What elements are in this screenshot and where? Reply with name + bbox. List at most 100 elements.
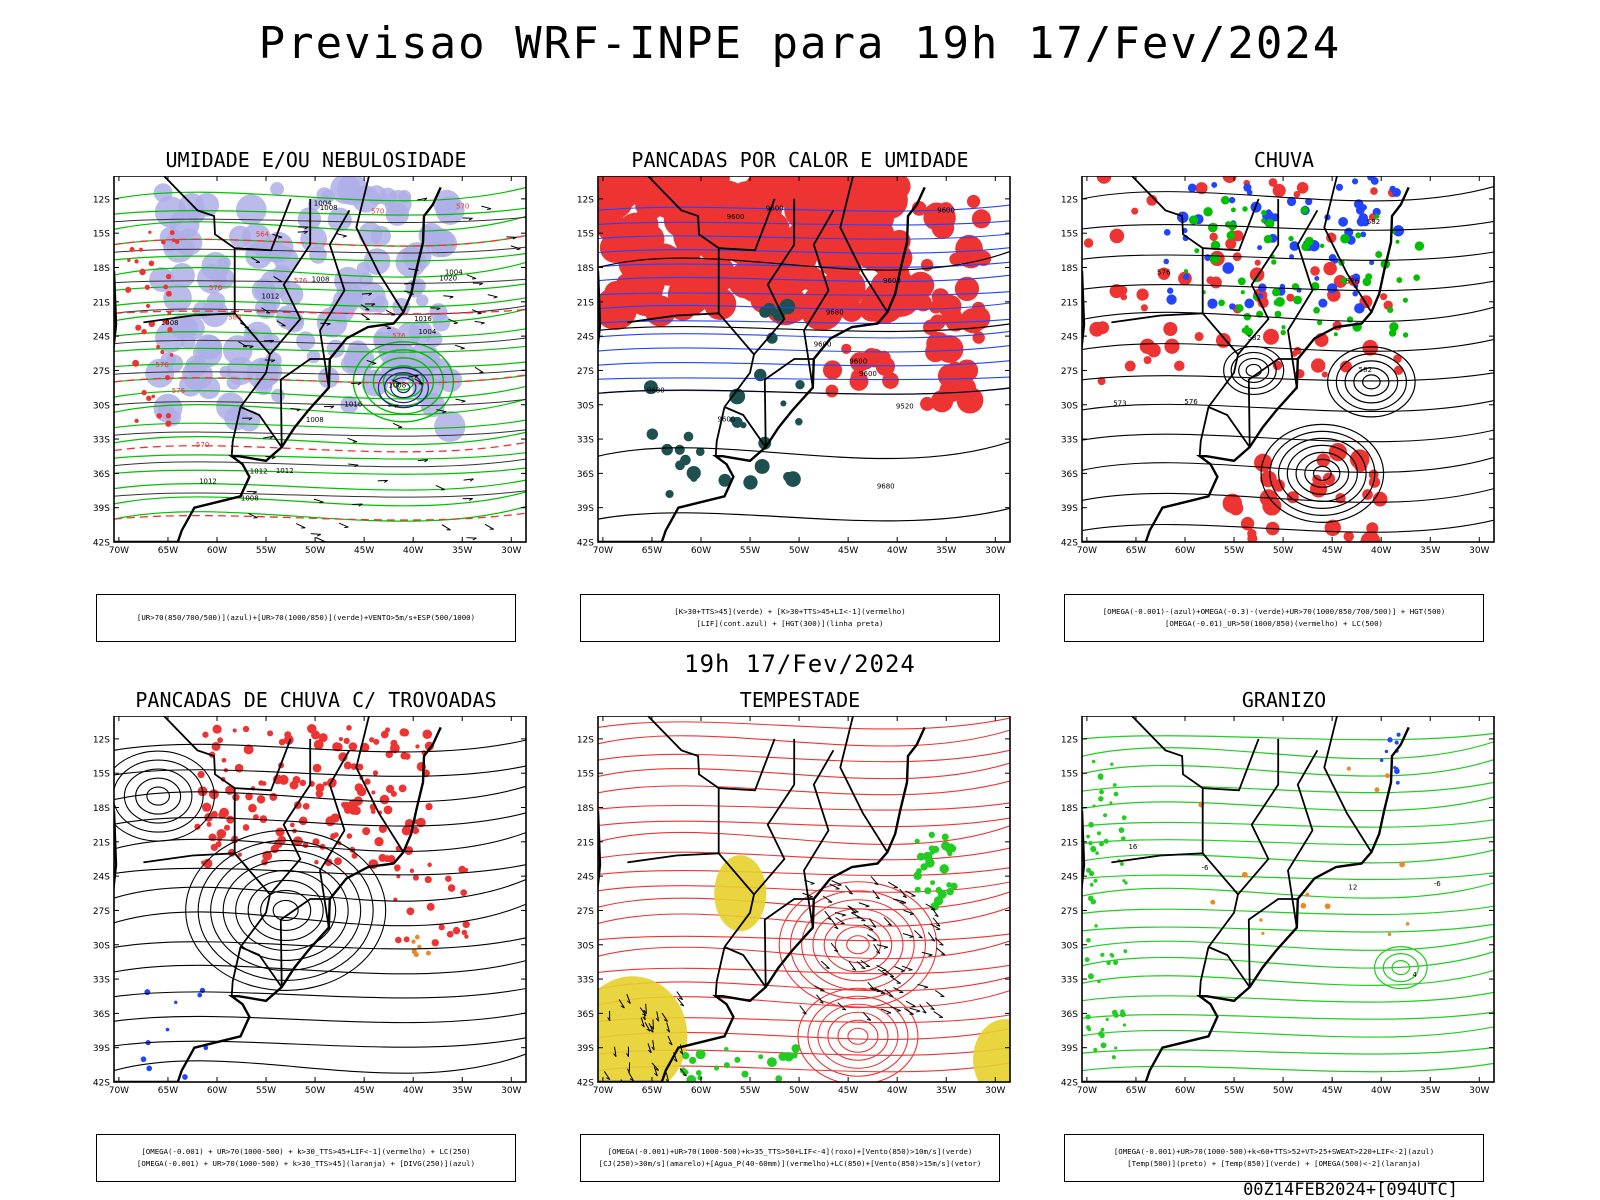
- coastline: [114, 716, 442, 1082]
- field-blob: [646, 252, 679, 285]
- wind-vector: [931, 907, 939, 917]
- contour-line: [114, 345, 526, 353]
- wind-vector-head: [643, 1010, 647, 1015]
- contour-line: [598, 933, 1010, 942]
- contour-line: [1260, 423, 1385, 523]
- wind-vector: [934, 989, 945, 998]
- field-blob: [661, 443, 673, 456]
- border-path: [240, 406, 283, 448]
- field-blob: [242, 725, 250, 733]
- map-heat-showers: 9680 9680 9680 9600 9600 9520 9600 9600 9600 9600…: [577, 176, 1011, 556]
- wind-vector: [835, 917, 845, 925]
- field-blob: [1103, 813, 1108, 818]
- field-blob: [217, 256, 231, 270]
- contour-line: [114, 878, 526, 902]
- contour-line: [1312, 465, 1332, 481]
- border-path: [1237, 738, 1280, 895]
- contour-value-label: 9600: [766, 205, 784, 213]
- wind-vector-head: [909, 913, 914, 916]
- contour-value-label: 570: [456, 202, 469, 210]
- wind-vector: [933, 1010, 944, 1018]
- field-blob: [395, 936, 402, 944]
- field-blob: [938, 294, 962, 319]
- wind-vector: [441, 524, 451, 531]
- contour-line: [114, 960, 526, 975]
- panel-storm: TEMPESTADE 12S 15S 18S 21S 24S 27S 30S 33S 36S 39…: [562, 688, 1038, 1182]
- field-blob: [165, 412, 172, 419]
- field-blob: [169, 353, 174, 357]
- coastline: 1012100810081004100810161012100810041012…: [114, 176, 469, 542]
- field-blob: [1380, 293, 1388, 301]
- field-blob: [635, 188, 666, 220]
- wind-vector-head: [936, 924, 941, 927]
- legend-line: [UR>70(850/700/500)](azul)+[UR>70(1000/8…: [136, 613, 476, 622]
- wind-vector-head: [271, 359, 276, 363]
- wind-vector-head: [304, 226, 309, 230]
- lat-tick-label: 33S: [1061, 976, 1078, 986]
- field-blob: [307, 725, 312, 731]
- wind-vector: [628, 1071, 634, 1082]
- field-blob: [1387, 306, 1394, 314]
- contour-line: [114, 759, 204, 833]
- lat-tick-label: 24S: [1061, 333, 1078, 343]
- legend-line: [OMEGA(-0.001)+UR>70(1000-500)+k>35_TTS>…: [607, 1147, 973, 1156]
- field-blob: [242, 824, 250, 831]
- panel-rain: CHUVA 582 576 582 576 576 573 582 12S 15S 18S 21S…: [1046, 148, 1522, 642]
- wind-vector: [905, 1000, 916, 1007]
- field-blob: [253, 814, 259, 821]
- wind-vector: [466, 274, 477, 279]
- contour-line: [114, 337, 526, 346]
- wind-vector-head: [269, 436, 274, 440]
- contour-line: [807, 995, 909, 1077]
- field-blob: [928, 831, 935, 838]
- field-blob: [1195, 182, 1208, 195]
- wind-vector-head: [512, 236, 517, 240]
- lon-tick-label: 55W: [256, 546, 276, 556]
- contour-line: [1082, 338, 1494, 352]
- field-blob: [1374, 787, 1380, 793]
- contour-line: [598, 220, 1010, 226]
- field-blob: [1340, 233, 1350, 244]
- lon-tick-label: 45W: [1322, 546, 1342, 556]
- field-blob: [364, 778, 371, 785]
- contour-line: [1082, 796, 1494, 812]
- wind-vector: [665, 1072, 670, 1082]
- field-blob: [413, 952, 419, 958]
- contour-line: [114, 505, 526, 522]
- field-blob: [426, 950, 431, 956]
- field-blob: [267, 730, 274, 737]
- contour-line: [598, 250, 1010, 271]
- wind-vector-head: [649, 1029, 654, 1033]
- field-blob: [1228, 196, 1236, 204]
- field-blob: [248, 803, 257, 813]
- field-blob: [1266, 498, 1277, 509]
- wind-vector: [656, 1011, 660, 1022]
- lat-tick-label: 42S: [1061, 539, 1078, 549]
- wind-vector-head: [622, 1086, 625, 1088]
- wind-vector: [414, 378, 424, 385]
- lat-tick-label: 21S: [577, 298, 594, 308]
- field-overlay: [114, 176, 526, 542]
- border-path: [163, 716, 236, 854]
- field-blob: [1098, 796, 1104, 802]
- field-blob: [404, 846, 414, 855]
- contour-value-label: 9600: [717, 415, 735, 423]
- field-blob: [1209, 276, 1222, 289]
- wind-vector-head: [270, 339, 275, 343]
- field-blob: [1166, 287, 1174, 294]
- field-blob: [211, 741, 221, 751]
- wind-vector: [243, 344, 254, 347]
- wind-vector: [884, 988, 894, 998]
- field-blob: [256, 795, 266, 804]
- contour-value-label: 1008: [241, 495, 259, 503]
- field-blob: [1310, 266, 1320, 276]
- field-blob: [1222, 176, 1237, 184]
- wind-vector: [848, 905, 859, 913]
- field-blob: [348, 742, 358, 751]
- wind-vector-head: [673, 1058, 678, 1063]
- field-blob: [125, 286, 132, 293]
- wind-vector: [614, 1046, 617, 1057]
- wind-vector-head: [825, 967, 830, 969]
- contour-line: [1082, 836, 1494, 846]
